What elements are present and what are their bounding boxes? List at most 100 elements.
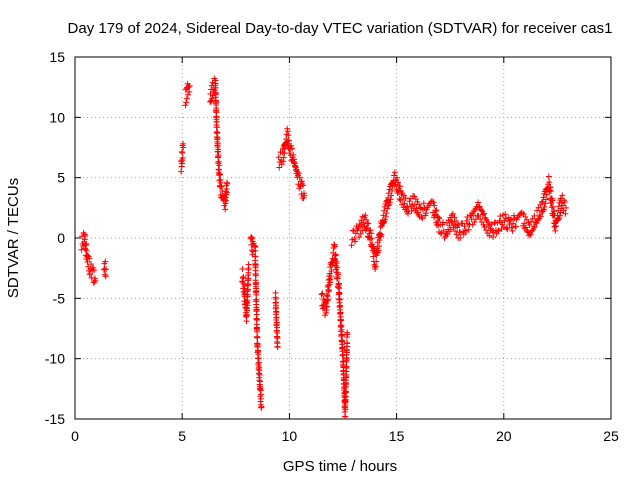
- data-point: [542, 200, 549, 207]
- data-point: [542, 196, 549, 203]
- data-point: [465, 220, 472, 227]
- data-point: [527, 231, 534, 238]
- data-point: [344, 331, 351, 338]
- data-point: [451, 214, 458, 221]
- data-point: [214, 129, 221, 136]
- y-tick-label: -10: [45, 351, 65, 367]
- data-point: [370, 253, 377, 260]
- data-point: [245, 281, 252, 288]
- data-point: [436, 215, 443, 222]
- data-point: [490, 234, 497, 241]
- data-point: [541, 204, 548, 211]
- y-tick-label: -15: [45, 411, 65, 427]
- data-point: [254, 334, 261, 341]
- data-point: [407, 195, 414, 202]
- data-point: [400, 196, 407, 203]
- data-point: [385, 202, 392, 209]
- data-point: [509, 228, 516, 235]
- data-point: [334, 275, 341, 282]
- data-point: [528, 218, 535, 225]
- data-point: [288, 142, 295, 149]
- data-point: [486, 232, 493, 239]
- data-point: [84, 259, 91, 266]
- data-point: [481, 224, 488, 231]
- data-point: [557, 195, 564, 202]
- data-point: [416, 201, 423, 208]
- data-point: [507, 216, 514, 223]
- data-point: [245, 286, 252, 293]
- data-point: [248, 247, 255, 254]
- data-point: [84, 252, 91, 259]
- data-point: [373, 258, 380, 265]
- x-tick-label: 15: [389, 428, 405, 444]
- data-point: [244, 302, 251, 309]
- data-point: [497, 213, 504, 220]
- data-point: [394, 189, 401, 196]
- data-point: [386, 199, 393, 206]
- data-point: [535, 216, 542, 223]
- data-point: [504, 226, 511, 233]
- data-point: [363, 216, 370, 223]
- data-point: [476, 203, 483, 210]
- data-point: [556, 212, 563, 219]
- data-point: [224, 180, 231, 187]
- data-point: [258, 403, 265, 410]
- data-point: [559, 192, 566, 199]
- data-point: [477, 216, 484, 223]
- data-point: [372, 263, 379, 270]
- data-point: [338, 326, 345, 333]
- data-point: [352, 238, 359, 245]
- data-point: [301, 192, 308, 199]
- data-point: [536, 212, 543, 219]
- data-point: [502, 211, 509, 218]
- x-tick-label: 20: [496, 428, 512, 444]
- data-point: [213, 118, 220, 125]
- data-point: [178, 168, 185, 175]
- data-point: [343, 381, 350, 388]
- data-point: [432, 208, 439, 215]
- data-point: [478, 207, 485, 214]
- data-point: [453, 231, 460, 238]
- data-point: [342, 413, 349, 420]
- data-points: [78, 75, 569, 420]
- data-point: [348, 242, 355, 249]
- data-point: [274, 335, 281, 342]
- data-point: [186, 88, 193, 95]
- data-point: [388, 192, 395, 199]
- data-point: [495, 227, 502, 234]
- data-point: [252, 272, 259, 279]
- data-point: [488, 221, 495, 228]
- data-point: [245, 265, 252, 272]
- grid-lines: [75, 57, 611, 419]
- data-point: [523, 216, 530, 223]
- data-point: [376, 243, 383, 250]
- data-point: [406, 198, 413, 205]
- data-point: [552, 227, 559, 234]
- data-point: [179, 149, 186, 156]
- chart-title: Day 179 of 2024, Sidereal Day-to-day VTE…: [68, 20, 613, 37]
- data-point: [449, 210, 456, 217]
- x-axis-label: GPS time / hours: [283, 458, 397, 475]
- data-point: [274, 343, 281, 350]
- data-point: [212, 90, 219, 97]
- data-point: [336, 296, 343, 303]
- data-point: [503, 225, 510, 232]
- data-point: [323, 309, 330, 316]
- data-point: [461, 223, 468, 230]
- data-point: [343, 363, 350, 370]
- data-point: [517, 210, 524, 217]
- data-point: [243, 318, 250, 325]
- data-point: [224, 189, 231, 196]
- data-point: [257, 378, 264, 385]
- data-point: [561, 199, 568, 206]
- data-point: [397, 183, 404, 190]
- data-point: [526, 222, 533, 229]
- data-point: [465, 226, 472, 233]
- x-tick-label: 5: [178, 428, 186, 444]
- data-point: [559, 202, 566, 209]
- data-point: [521, 220, 528, 227]
- data-point: [522, 224, 529, 231]
- y-tick-label: -5: [53, 290, 66, 306]
- data-point: [394, 174, 401, 181]
- data-point: [420, 200, 427, 207]
